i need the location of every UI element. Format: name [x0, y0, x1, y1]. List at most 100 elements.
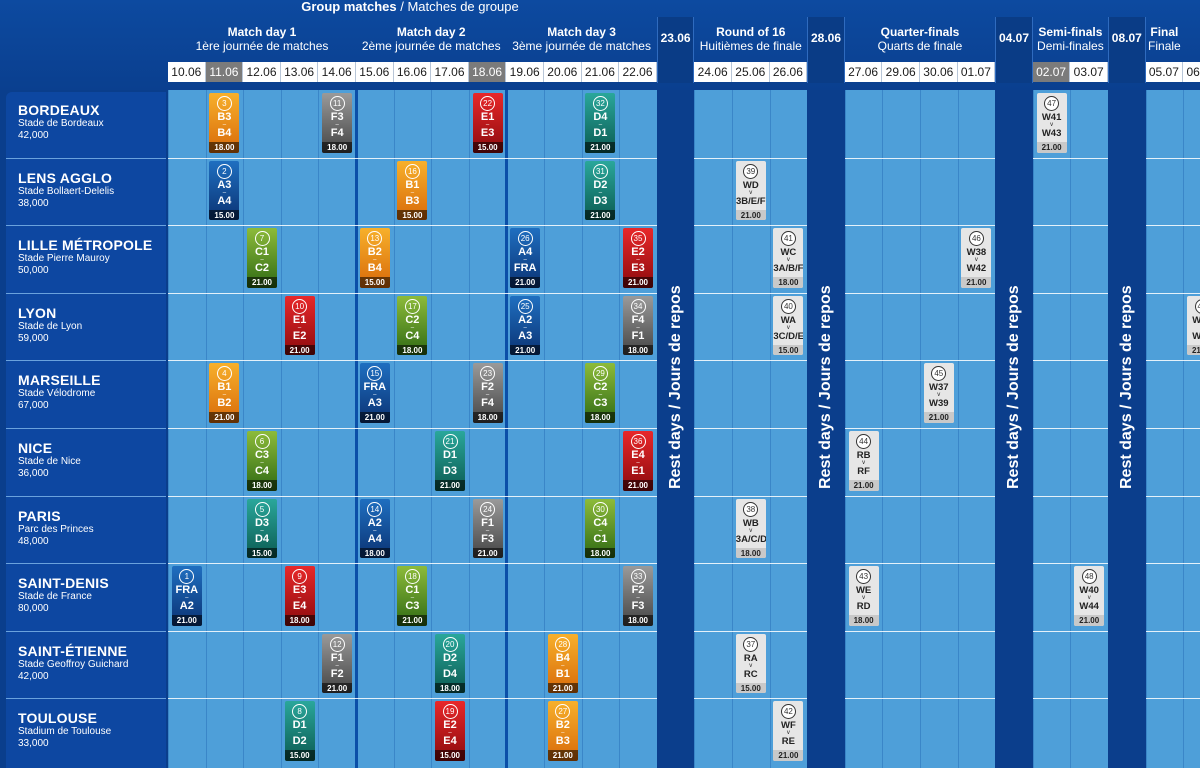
- date-cell[interactable]: 01.07: [957, 62, 996, 82]
- match-card[interactable]: 8 D1– D2 15.00: [284, 701, 315, 761]
- date-cell[interactable]: 30.06: [920, 62, 958, 82]
- date-cell[interactable]: 15.06: [356, 62, 394, 82]
- date-cell[interactable]: 06.07: [1183, 62, 1200, 82]
- date-cell[interactable]: 27.06: [844, 62, 883, 82]
- match-card[interactable]: 20 D2– D4 18.00: [435, 633, 465, 694]
- date-cell[interactable]: 14.06: [318, 62, 356, 82]
- date-cell[interactable]: 03.07: [1070, 62, 1108, 82]
- match-card[interactable]: 26 A4– FRA 21.00: [510, 228, 541, 288]
- venue-row[interactable]: LENS AGGLO Stade Bollaert-Delelis 38,000: [6, 160, 166, 228]
- match-card[interactable]: 48 W40 v W44 21.00: [1074, 566, 1105, 626]
- match-card[interactable]: 43 WE v RD 18.00: [848, 566, 879, 626]
- match-card[interactable]: 3 B3– B4 18.00: [209, 93, 240, 153]
- venue-row[interactable]: TOULOUSE Stadium de Toulouse 33,000: [6, 700, 166, 768]
- match-card[interactable]: 45 W37 v W39 21.00: [923, 363, 954, 423]
- venue-row[interactable]: SAINT-ÉTIENNE Stade Geoffroy Guichard 42,0…: [6, 633, 166, 701]
- match-card[interactable]: 27 B2– B3 21.00: [547, 701, 578, 761]
- match-card[interactable]: 47 W41 v W43 21.00: [1036, 93, 1067, 153]
- versus-mark: –: [485, 122, 490, 128]
- match-card[interactable]: 12 F1– F2 21.00: [322, 633, 353, 694]
- match-card[interactable]: 25 A2– A3 21.00: [510, 295, 541, 356]
- match-card[interactable]: 1 FRA – A2 21.00: [171, 566, 202, 626]
- date-cell[interactable]: 17.06: [431, 62, 469, 82]
- date-cell[interactable]: 13.06: [280, 62, 319, 82]
- date-cell[interactable]: 11.06: [205, 62, 244, 82]
- date-cell[interactable]: 16.06: [393, 62, 432, 82]
- date-cell[interactable]: 21.06: [581, 62, 620, 82]
- home-team: W40: [1079, 585, 1099, 597]
- date-cell[interactable]: 29.06: [882, 62, 920, 82]
- versus-mark: –: [373, 392, 377, 399]
- date-cell[interactable]: 26.06: [769, 62, 808, 82]
- match-card[interactable]: 15 FRA – A3 21.00: [359, 363, 390, 423]
- match-card[interactable]: 39 WD v 3B/E/F 21.00: [735, 160, 766, 221]
- venue-row[interactable]: LYON Stade de Lyon 59,000: [6, 295, 166, 363]
- date-cell[interactable]: 10.06: [168, 62, 206, 82]
- venue-row[interactable]: SAINT-DENIS Stade de France 80,000: [6, 565, 166, 633]
- date-cell[interactable]: 18.06: [468, 62, 507, 82]
- match-card[interactable]: 6 C3– C4 18.00: [247, 431, 277, 491]
- venue-capacity: 42,000: [18, 130, 49, 141]
- date-cell[interactable]: 24.06: [694, 62, 732, 82]
- match-card[interactable]: 23 F2– F4 18.00: [472, 363, 503, 423]
- venue-row[interactable]: NICE Stade de Nice 36,000: [6, 430, 166, 498]
- kickoff-time: 21.00: [1074, 615, 1105, 626]
- match-card[interactable]: 49W45vW4621.00: [1187, 295, 1200, 356]
- home-team: RB: [856, 450, 871, 461]
- match-card[interactable]: 2 A3– A4 15.00: [209, 160, 240, 221]
- versus-mark: –: [485, 527, 490, 534]
- match-card[interactable]: 17 C2– C4 18.00: [397, 295, 428, 356]
- home-team: F1: [481, 516, 495, 529]
- date-cell[interactable]: 22.06: [619, 62, 657, 82]
- match-card[interactable]: 35 E2– E3 21.00: [623, 228, 653, 288]
- away-team: D3: [593, 194, 608, 207]
- match-number-badge: 38: [743, 501, 759, 517]
- match-card[interactable]: 7 C1– C2 21.00: [247, 228, 277, 288]
- match-card[interactable]: 21 D1– D3 21.00: [435, 431, 465, 491]
- date-cell[interactable]: 19.06: [506, 62, 544, 82]
- match-card[interactable]: 46 W38 v W42 21.00: [961, 228, 992, 288]
- match-card[interactable]: 13 B2– B4 15.00: [359, 228, 390, 288]
- versus-mark: –: [335, 662, 339, 669]
- venue-separator: [6, 360, 166, 362]
- match-card[interactable]: 18 C1– C3 21.00: [397, 566, 428, 626]
- match-card[interactable]: 24 F1– F3 21.00: [472, 498, 503, 559]
- match-card[interactable]: 37 RA v RC 15.00: [735, 633, 766, 694]
- match-card[interactable]: 16 B1– B3 15.00: [397, 160, 428, 221]
- match-card[interactable]: 9 E3– E4 18.00: [284, 566, 315, 626]
- match-card[interactable]: 5 D3– D4 15.00: [247, 498, 277, 559]
- match-card[interactable]: 11 F3– F4 18.00: [322, 93, 353, 153]
- match-card[interactable]: 14 A2– A4 18.00: [359, 498, 390, 559]
- match-card[interactable]: 40 WA v 3C/D/E 15.00: [773, 295, 804, 356]
- match-card[interactable]: 41 WC v 3A/B/F 18.00: [773, 228, 804, 288]
- match-card[interactable]: 34 F4– F1 18.00: [623, 295, 653, 356]
- date-cell[interactable]: 05.07: [1145, 62, 1184, 82]
- match-card[interactable]: 19 E2– E4 15.00: [435, 701, 465, 761]
- venue-row[interactable]: BORDEAUX Stade de Bordeaux 42,000: [6, 92, 166, 160]
- date-cell[interactable]: 12.06: [243, 62, 281, 82]
- match-card[interactable]: 10 E1– E2 21.00: [284, 295, 315, 356]
- match-card[interactable]: 28 B4– B1 21.00: [547, 633, 578, 694]
- venue-row[interactable]: LILLE MÉTROPOLE Stade Pierre Mauroy 50,000: [6, 227, 166, 295]
- match-card[interactable]: 44 RB v RF 21.00: [848, 431, 879, 491]
- match-card[interactable]: 36 E4– E1 21.00: [623, 431, 653, 491]
- venue-stadium: Stade de Lyon: [18, 320, 83, 332]
- match-card[interactable]: 29 C2– C3 18.00: [585, 363, 616, 423]
- match-card[interactable]: 30 C4– C1 18.00: [585, 498, 616, 559]
- match-card[interactable]: 22 E1– E3 15.00: [472, 93, 503, 153]
- match-card[interactable]: 38 WB v 3A/C/D 18.00: [735, 498, 766, 559]
- venue-row[interactable]: PARIS Parc des Princes 48,000: [6, 498, 166, 566]
- match-card[interactable]: 31 D2– D3 21.00: [585, 160, 616, 221]
- match-card[interactable]: 4 B1– B2 21.00: [209, 363, 240, 423]
- away-team: E3: [480, 127, 495, 139]
- venue-row[interactable]: MARSEILLE Stade Vélodrome 67,000: [6, 362, 166, 430]
- match-card[interactable]: 42 WF v RE 21.00: [773, 701, 804, 761]
- date-cell[interactable]: 02.07: [1032, 62, 1071, 82]
- match-card[interactable]: 33 F2– F3 18.00: [623, 566, 653, 626]
- date-cell[interactable]: 20.06: [544, 62, 582, 82]
- match-card[interactable]: 32 D4– D1 21.00: [585, 93, 616, 153]
- kickoff-time: 15.00: [359, 277, 390, 288]
- match-number-badge: 37: [743, 636, 759, 652]
- home-team: C3: [254, 449, 270, 461]
- date-cell[interactable]: 25.06: [732, 62, 770, 82]
